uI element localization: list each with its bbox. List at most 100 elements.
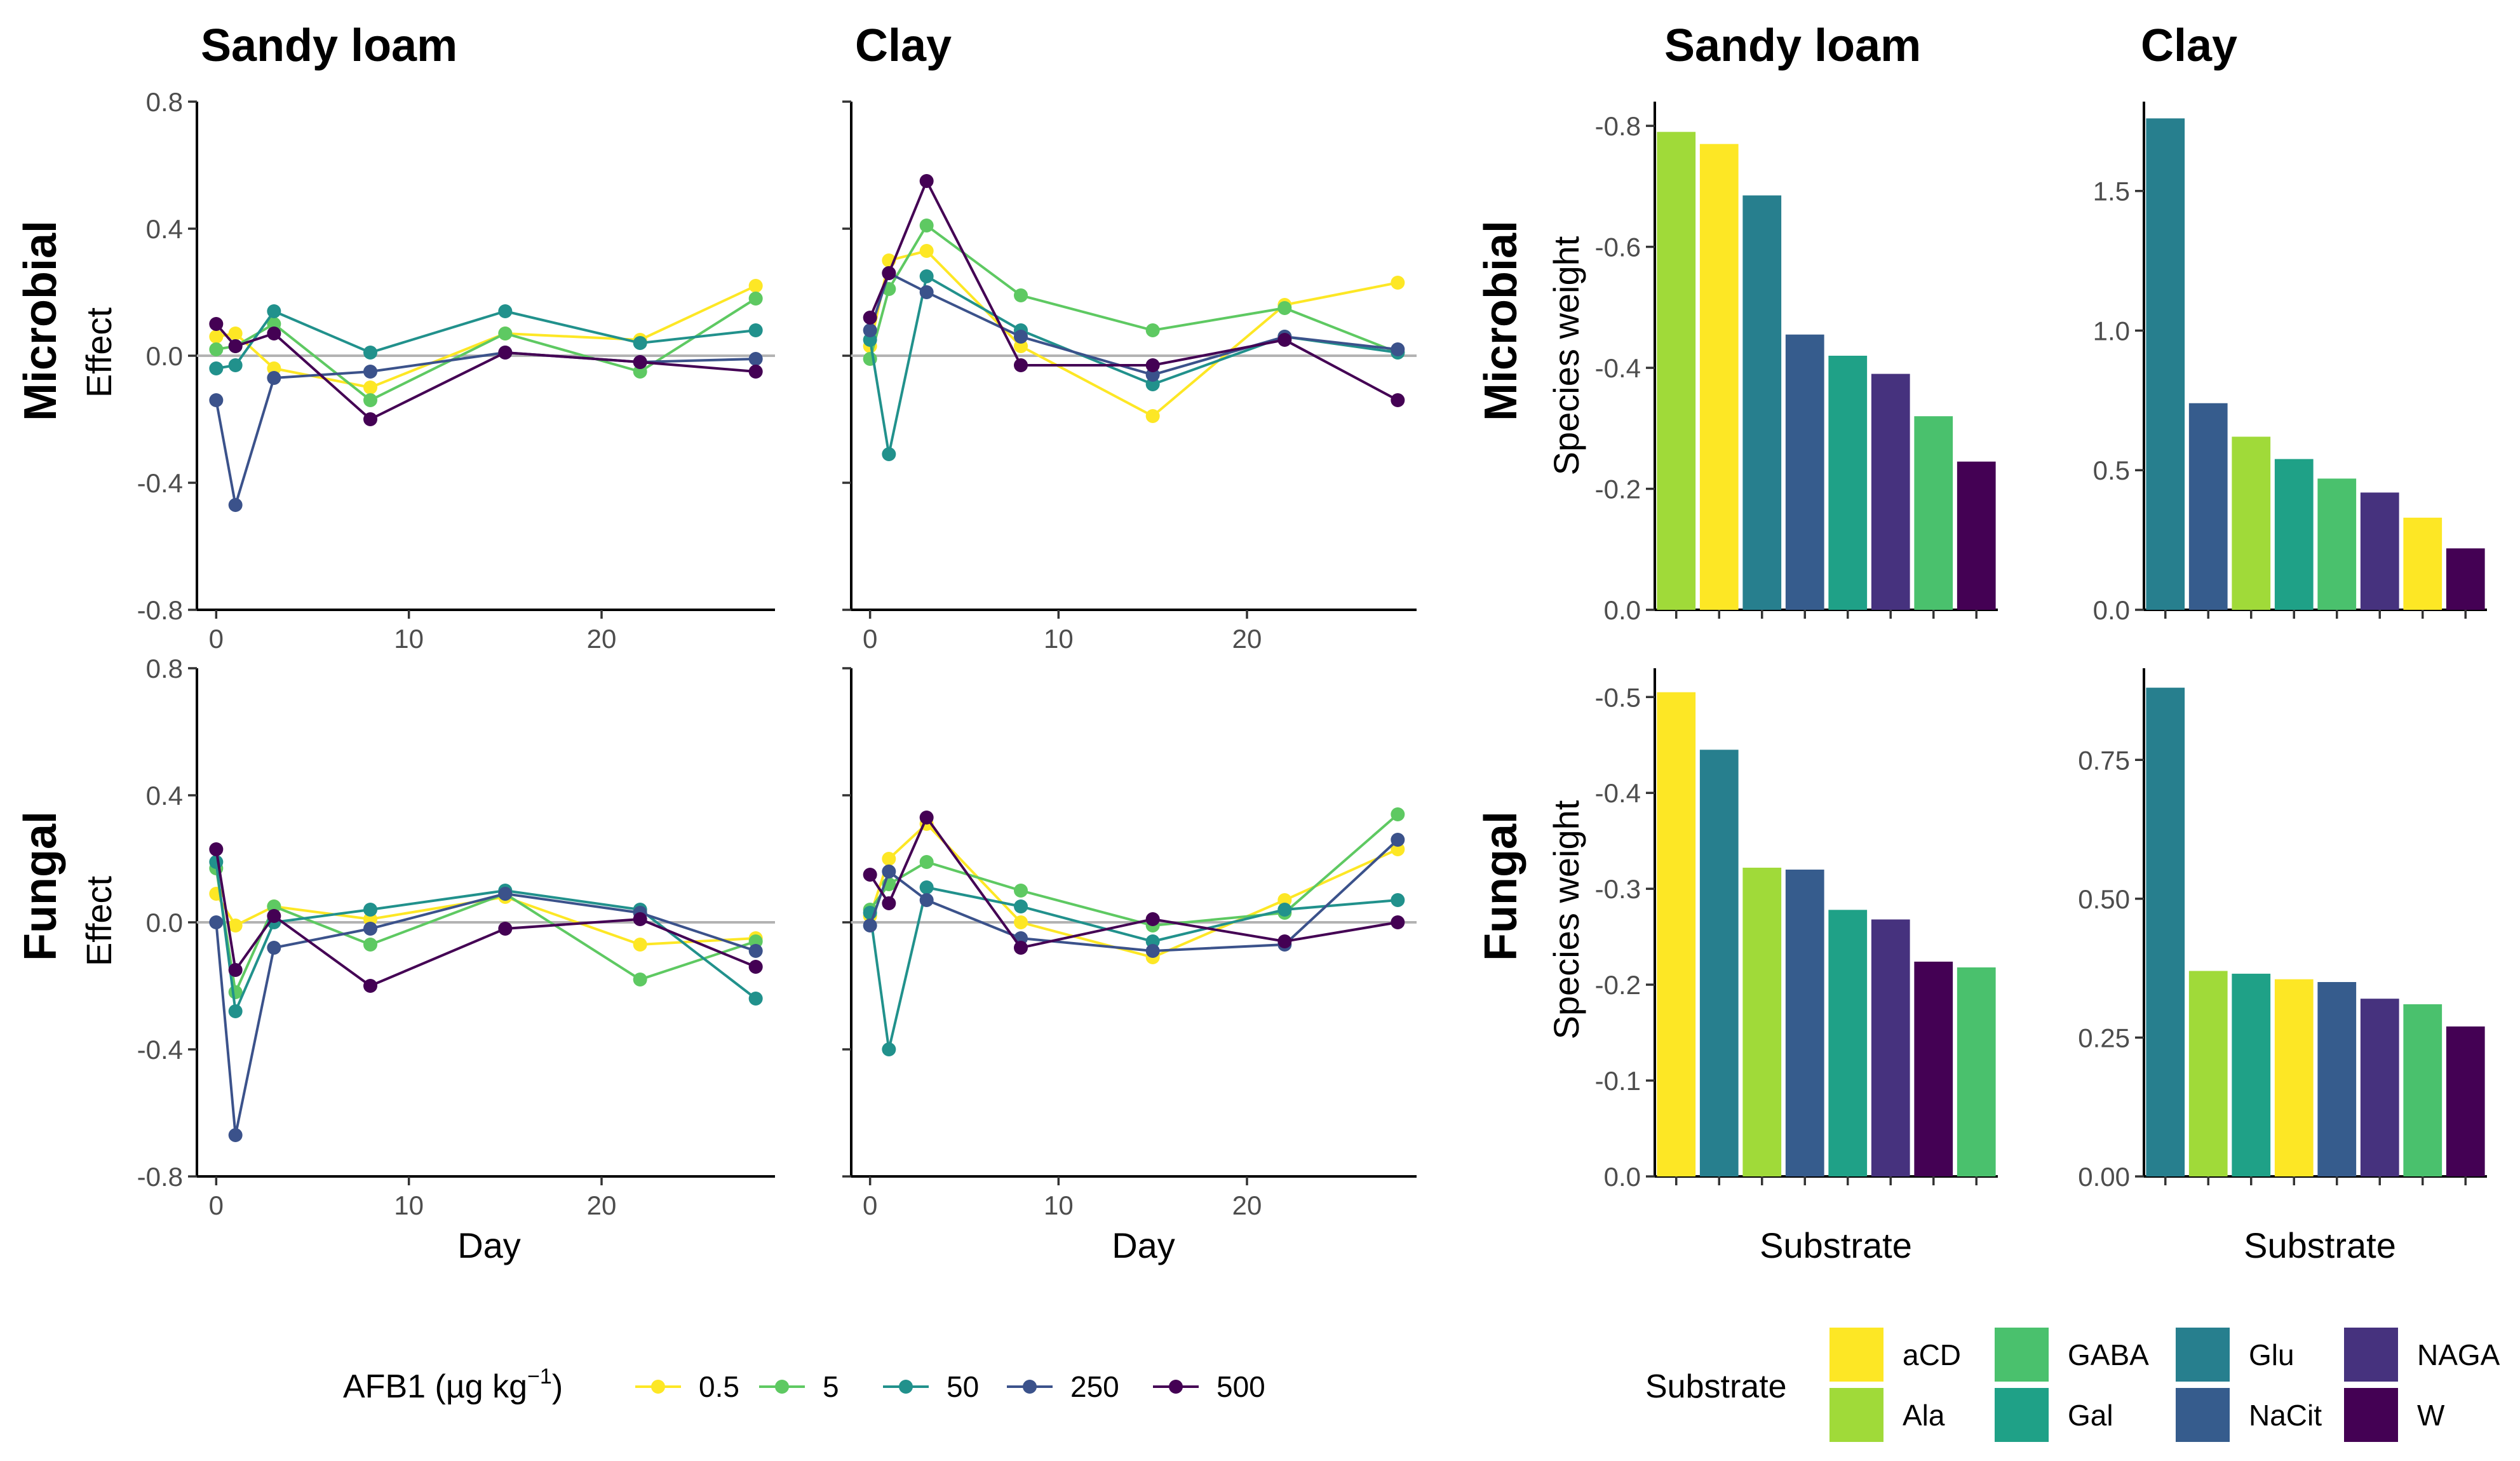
data-point-5 [1391, 807, 1405, 821]
legend-afb1-label-250: 250 [1070, 1370, 1119, 1403]
data-point-50 [633, 336, 647, 350]
legend-swatch-aCD [1829, 1328, 1883, 1382]
legend-swatch-NAGA [2344, 1328, 2398, 1382]
data-point-250 [209, 915, 224, 929]
y-tick-label: 0.8 [146, 654, 183, 683]
data-point-250 [1391, 342, 1405, 356]
data-point-500 [1277, 333, 1292, 347]
y-tick-label: -0.8 [137, 595, 183, 625]
data-point-500 [228, 339, 243, 353]
y-tick-label: 0.0 [1604, 1162, 1641, 1192]
data-point-500 [209, 842, 224, 856]
y-tick-label: 0.4 [146, 781, 183, 811]
bar-NAGA [1871, 919, 1910, 1176]
line-chart-sandy-fungal: -0.8 -0.4 0.0 0.4 0.8 0 10 20 [137, 654, 775, 1220]
title-line-sandy-loam: Sandy loam [201, 20, 457, 71]
data-point-500 [1014, 941, 1028, 955]
x-tick-label: 0 [209, 624, 224, 654]
line-chart-clay-fungal: 0 10 20 [842, 667, 1417, 1220]
x-tick-label: 10 [394, 1190, 424, 1220]
title-bar-clay: Clay [2141, 20, 2237, 71]
data-point-500 [1145, 358, 1160, 372]
data-point-500 [363, 979, 377, 993]
y-tick-label: -0.8 [1595, 111, 1641, 141]
y-tick-label: 0.5 [2093, 455, 2130, 485]
data-point-0.5 [882, 852, 896, 866]
data-point-0.5 [1014, 915, 1028, 929]
data-point-0.5 [919, 244, 934, 258]
data-point-50 [919, 269, 934, 283]
legend-afb1-marker-5 [775, 1380, 789, 1394]
ylabel-species-weight-fungal: Species weight [1546, 800, 1586, 1039]
data-point-5 [498, 327, 513, 340]
data-point-500 [919, 174, 934, 188]
data-point-50 [748, 323, 763, 337]
bar-Ala [1742, 867, 1782, 1176]
data-point-0.5 [1391, 276, 1405, 290]
bar-Ala [2188, 971, 2228, 1176]
data-point-50 [228, 1004, 243, 1018]
x-tick-label: 0 [863, 624, 877, 654]
data-point-5 [919, 855, 934, 869]
xlabel-substrate-clay: Substrate [2244, 1225, 2396, 1265]
bar-Glu [1699, 750, 1739, 1176]
row-label-fungal-right: Fungal [1476, 811, 1526, 961]
data-point-250 [1145, 944, 1160, 958]
bar-chart-clay-microbial: 0.0 0.5 1.0 1.5 [2093, 102, 2487, 625]
bar-GABA [1914, 416, 1953, 610]
legend-label-GABA: GABA [2068, 1338, 2149, 1371]
bar-aCD [1699, 144, 1739, 610]
y-tick-label: 0.0 [1604, 595, 1641, 625]
data-point-50 [748, 992, 763, 1006]
legend-swatch-W [2344, 1388, 2398, 1442]
data-point-250 [919, 893, 934, 907]
data-point-5 [209, 342, 224, 356]
data-point-50 [1391, 893, 1405, 907]
row-label-fungal-left: Fungal [15, 811, 66, 961]
legend-afb1-marker-250 [1023, 1380, 1037, 1394]
bar-chart-sandy-microbial: 0.0 -0.2 -0.4 -0.6 -0.8 [1595, 102, 1998, 625]
bar-aCD [1657, 692, 1696, 1176]
legend-swatch-Glu [2176, 1328, 2230, 1382]
y-tick-label: -0.8 [137, 1162, 183, 1192]
line-chart-sandy-microbial: -0.8 -0.4 0.0 0.4 0.8 0 10 20 [137, 87, 775, 654]
y-tick-label: 0.0 [146, 341, 183, 371]
bar-NAGA [2360, 999, 2399, 1176]
x-tick-label: 20 [587, 1190, 617, 1220]
bar-NaCit [1785, 334, 1824, 610]
legend-label-Gal: Gal [2068, 1399, 2113, 1432]
data-point-500 [1391, 393, 1405, 407]
line-chart-clay-microbial: 0 10 20 [842, 100, 1417, 654]
row-label-microbial-right: Microbial [1476, 220, 1526, 421]
legend-label-Ala: Ala [1903, 1399, 1945, 1432]
data-point-5 [633, 973, 647, 986]
legend-afb1-marker-0.5 [651, 1380, 665, 1394]
y-tick-label: 0.75 [2078, 745, 2130, 775]
bar-W [2446, 1026, 2485, 1176]
bar-GABA [2317, 478, 2357, 610]
data-point-5 [1277, 301, 1292, 315]
bar-Glu [2146, 687, 2185, 1176]
data-point-500 [1014, 358, 1028, 372]
data-point-250 [209, 393, 224, 407]
y-tick-label: 0.4 [146, 214, 183, 244]
data-point-250 [363, 922, 377, 936]
bar-Gal [2232, 973, 2271, 1176]
data-point-50 [209, 361, 224, 375]
data-point-0.5 [228, 327, 243, 340]
data-point-500 [748, 960, 763, 974]
data-point-5 [1014, 884, 1028, 898]
data-point-500 [1277, 934, 1292, 948]
y-tick-label: -0.4 [137, 468, 183, 498]
data-point-500 [919, 811, 934, 825]
data-point-250 [748, 352, 763, 366]
title-bar-sandy-loam: Sandy loam [1664, 20, 1921, 71]
y-tick-label: -0.2 [1595, 970, 1641, 1000]
x-tick-label: 0 [209, 1190, 224, 1220]
y-tick-label: 1.5 [2093, 177, 2130, 206]
y-tick-label: -0.4 [1595, 353, 1641, 383]
bar-Gal [1828, 356, 1868, 610]
data-point-5 [363, 938, 377, 952]
x-tick-label: 20 [1232, 624, 1262, 654]
legend-label-NAGA: NAGA [2417, 1338, 2500, 1371]
